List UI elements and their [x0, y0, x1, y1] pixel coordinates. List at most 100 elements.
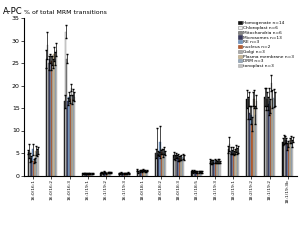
Bar: [28, 152, 29, 176]
Bar: [64, 101, 65, 176]
Bar: [52, 63, 53, 176]
Bar: [50, 63, 51, 176]
Bar: [145, 171, 146, 176]
Bar: [255, 115, 256, 176]
Bar: [103, 173, 104, 176]
Bar: [56, 50, 57, 176]
Bar: [88, 174, 89, 176]
Bar: [271, 83, 272, 176]
Bar: [164, 151, 165, 176]
Bar: [266, 99, 268, 176]
Bar: [29, 151, 30, 176]
Bar: [248, 99, 249, 176]
Bar: [288, 144, 289, 176]
Bar: [31, 158, 32, 176]
Bar: [92, 174, 93, 176]
Bar: [90, 174, 91, 176]
Bar: [155, 153, 156, 176]
Bar: [82, 173, 83, 176]
Bar: [106, 173, 107, 176]
Bar: [229, 144, 230, 176]
Bar: [232, 150, 233, 176]
Bar: [34, 160, 35, 176]
Bar: [47, 45, 48, 176]
Bar: [290, 140, 291, 176]
Bar: [105, 172, 106, 176]
Bar: [231, 152, 232, 176]
Bar: [216, 162, 217, 176]
Bar: [108, 172, 109, 176]
Bar: [211, 162, 212, 176]
Bar: [181, 158, 182, 176]
Bar: [178, 158, 179, 176]
Bar: [55, 58, 56, 176]
Bar: [195, 171, 196, 176]
Bar: [218, 161, 220, 176]
Bar: [70, 88, 72, 176]
Bar: [157, 153, 158, 176]
Bar: [197, 172, 198, 176]
Bar: [67, 101, 68, 176]
Bar: [158, 154, 159, 176]
Bar: [48, 63, 49, 176]
Bar: [146, 171, 147, 176]
Bar: [124, 173, 125, 176]
Bar: [121, 173, 122, 176]
Bar: [183, 158, 184, 176]
Bar: [287, 146, 288, 176]
Bar: [194, 171, 195, 176]
Bar: [137, 170, 138, 176]
Bar: [120, 173, 121, 176]
Bar: [65, 32, 66, 176]
Bar: [198, 172, 199, 176]
Bar: [100, 173, 101, 176]
Bar: [160, 152, 162, 176]
Bar: [139, 171, 140, 176]
Bar: [180, 158, 181, 176]
Bar: [110, 173, 111, 176]
Bar: [230, 151, 231, 176]
Bar: [273, 98, 274, 176]
Bar: [201, 172, 202, 176]
Bar: [236, 148, 237, 176]
Bar: [286, 140, 287, 176]
Bar: [104, 172, 105, 176]
Bar: [35, 151, 36, 176]
Bar: [118, 173, 120, 176]
Bar: [143, 171, 145, 176]
Bar: [38, 151, 39, 176]
Bar: [72, 99, 73, 176]
Bar: [291, 143, 292, 176]
Bar: [91, 173, 92, 176]
Bar: [30, 158, 31, 176]
Bar: [122, 173, 123, 176]
Bar: [174, 158, 175, 176]
Bar: [247, 108, 248, 176]
Bar: [159, 142, 160, 176]
Bar: [215, 162, 216, 176]
Bar: [87, 174, 88, 176]
Legend: Homogenate n=14, Chloroplast n=6, Mitochondria n=6, Microsomes n=13, RE n=3, nuc: Homogenate n=14, Chloroplast n=6, Mitoch…: [237, 20, 295, 69]
Bar: [156, 153, 157, 176]
Bar: [51, 61, 52, 176]
Bar: [265, 99, 266, 176]
Bar: [268, 101, 270, 176]
Bar: [109, 172, 110, 176]
Bar: [238, 149, 239, 176]
Bar: [284, 140, 285, 176]
Bar: [147, 171, 148, 176]
Bar: [228, 149, 229, 176]
Bar: [141, 171, 142, 176]
Bar: [246, 99, 247, 176]
Bar: [256, 101, 257, 176]
Bar: [182, 157, 183, 176]
Bar: [212, 162, 213, 176]
Bar: [138, 172, 139, 176]
Bar: [142, 170, 143, 176]
Bar: [49, 58, 50, 176]
Bar: [233, 153, 234, 176]
Text: % of total MRM transitions: % of total MRM transitions: [24, 10, 107, 15]
Bar: [46, 58, 47, 176]
Bar: [272, 99, 273, 176]
Bar: [125, 173, 126, 176]
